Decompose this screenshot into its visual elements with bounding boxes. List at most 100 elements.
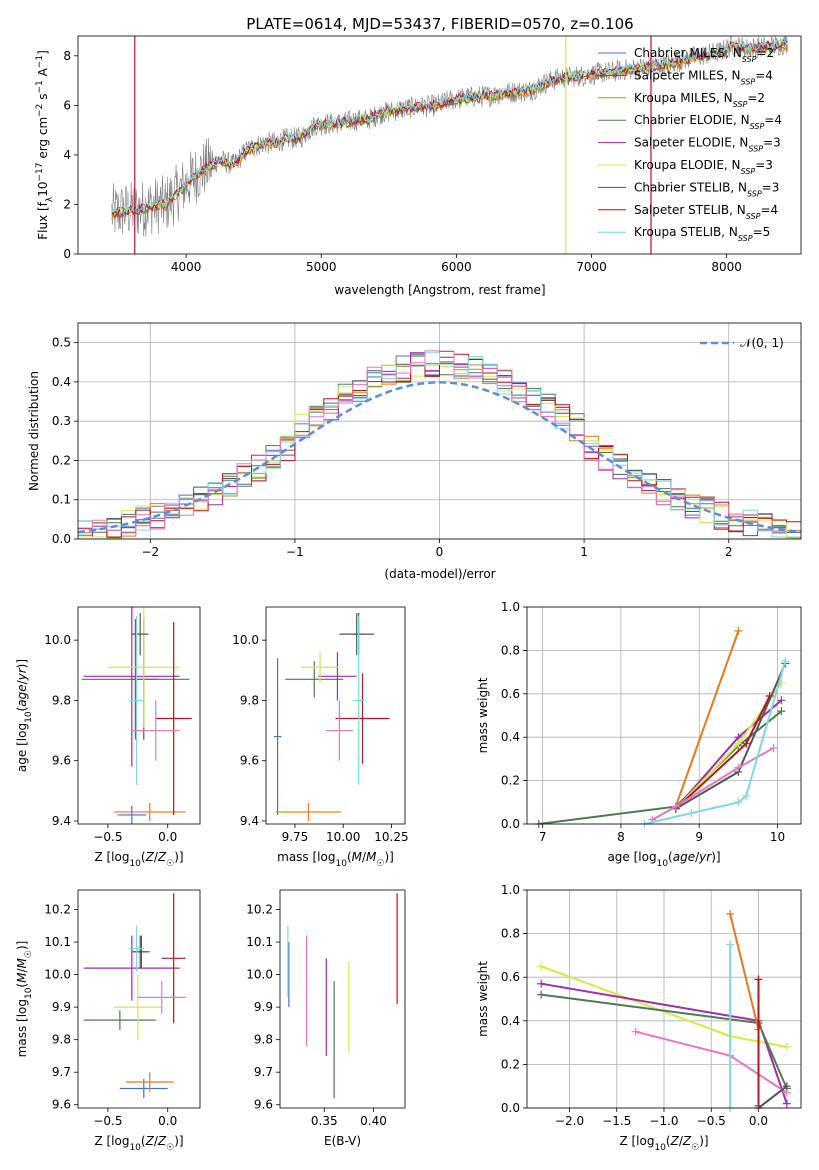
spectrum-legend-label: Kroupa ELODIE, NSSP=3 xyxy=(634,158,773,176)
spectrum-legend-label: Kroupa STELIB, NSSP=5 xyxy=(634,225,770,243)
age_vs_weight-ytick-label: 0.6 xyxy=(501,687,520,701)
z_vs_weight-point-marker xyxy=(754,975,763,984)
mass_vs_age-ytick-label: 9.4 xyxy=(240,814,259,828)
normal-legend-label: 𝒩(0, 1) xyxy=(740,336,784,350)
spectrum-ylabel: Flux [fλ10−17 erg cm−2 s−1 A−1] xyxy=(35,50,55,240)
residuals-ytick-label: 0.1 xyxy=(52,493,71,507)
z_vs_weight-series-line xyxy=(757,1085,788,1108)
z_vs_weight-point-marker xyxy=(782,1099,791,1108)
spectrum-xtick-label: 7000 xyxy=(576,260,607,274)
age_vs_weight-point-marker xyxy=(687,809,696,818)
mass_vs_age-xtick-label: 10.00 xyxy=(326,830,360,844)
z_vs_mass-ylabel: mass [log10(M/M☉)] xyxy=(15,941,34,1058)
spectrum-xlabel: wavelength [Angstrom, rest frame] xyxy=(334,283,545,297)
z_vs_mass-ytick-label: 10.1 xyxy=(44,935,71,949)
age_vs_weight-xlabel: age [log10(age/yr)] xyxy=(607,850,720,869)
spectrum-ytick-label: 2 xyxy=(63,197,71,211)
z_vs_weight-ylabel: mass weight xyxy=(476,961,490,1037)
z_vs_mass-axes xyxy=(74,909,169,1112)
age_vs_weight-series-line xyxy=(674,630,740,807)
age_vs_weight-frame xyxy=(526,606,802,825)
ebv_vs_mass-ytick-label: 9.9 xyxy=(254,1000,273,1014)
age_vs_weight-point-marker xyxy=(671,802,680,811)
spectrum-xtick-label: 5000 xyxy=(306,260,337,274)
age_vs_weight-point-marker xyxy=(781,657,790,666)
spectrum-legend-label: Chabrier MILES, NSSP=2 xyxy=(634,46,774,64)
spectrum-legend-label: Salpeter ELODIE, NSSP=3 xyxy=(634,136,781,154)
age_vs_weight-ytick-label: 0.4 xyxy=(501,730,520,744)
residuals-xtick-label: 0 xyxy=(436,545,444,559)
spectrum-legend-label: Kroupa MILES, NSSP=2 xyxy=(634,91,765,109)
mass_vs_age-xtick-label: 10.25 xyxy=(374,830,408,844)
z_vs_weight-frame xyxy=(526,889,802,1109)
z_vs_age-ylabel: age [log10(age/yr)] xyxy=(15,659,34,772)
age_vs_weight-xtick-label: 10 xyxy=(770,830,785,844)
spectrum-xtick-label: 6000 xyxy=(441,260,472,274)
z_vs_weight-ytick-label: 0.4 xyxy=(501,1014,520,1028)
age_vs_weight-ytick-label: 0.2 xyxy=(501,774,520,788)
spectrum-xtick-label: 4000 xyxy=(171,260,202,274)
mass_vs_age-xtick-label: 9.75 xyxy=(282,830,309,844)
z_vs_weight-xtick-label: −2.0 xyxy=(555,1114,584,1128)
spectrum-axes xyxy=(74,55,728,258)
z_vs_age-xlabel: Z [log10(Z/Z☉)] xyxy=(94,850,183,869)
z_vs_age-axes xyxy=(74,639,169,828)
age_vs_weight-point-marker xyxy=(769,744,778,753)
z_vs_weight-xtick-label: −1.5 xyxy=(602,1114,631,1128)
residuals-xtick-label: −2 xyxy=(141,545,159,559)
ebv_vs_mass-xlabel: E(B-V) xyxy=(324,1134,361,1148)
spectrum-model-line xyxy=(111,37,788,214)
age_vs_weight-point-marker xyxy=(734,763,743,772)
age_vs_weight-series-line xyxy=(538,710,783,824)
residuals-ytick-label: 0.4 xyxy=(52,375,71,389)
residuals-ytick-label: 0.5 xyxy=(52,336,71,350)
z_vs_age-xtick-label: 0.0 xyxy=(158,830,177,844)
z_vs_weight-point-marker xyxy=(726,940,735,949)
z_vs_weight-ytick-label: 0.6 xyxy=(501,970,520,984)
z_vs_mass-ytick-label: 9.8 xyxy=(52,1033,71,1047)
mass_vs_age-axes xyxy=(262,639,392,828)
mass_vs_age-ytick-label: 10.0 xyxy=(232,633,259,647)
z_vs_age-frame xyxy=(77,606,201,825)
spectrum-legend-label: Salpeter STELIB, NSSP=4 xyxy=(634,203,778,221)
spectrum-legend-label: Chabrier STELIB, NSSP=3 xyxy=(634,180,779,198)
ebv_vs_mass-axes xyxy=(276,909,374,1112)
z_vs_weight-xlabel: Z [log10(Z/Z☉)] xyxy=(619,1134,708,1153)
z_vs_weight-point-marker xyxy=(537,990,546,999)
age_vs_weight-ylabel: mass weight xyxy=(476,677,490,753)
age_vs_weight-series-line xyxy=(651,747,775,821)
z_vs_weight-point-marker xyxy=(726,909,735,918)
z_vs_weight-series-line xyxy=(729,913,760,1030)
residuals-xtick-label: 2 xyxy=(725,545,733,559)
z_vs_weight-point-marker xyxy=(782,1042,791,1051)
age_vs_weight-ytick-label: 0.8 xyxy=(501,643,520,657)
residuals-ytick-label: 0.0 xyxy=(52,532,71,546)
z_vs_age-ytick-label: 9.6 xyxy=(52,754,71,768)
normal-curve-line xyxy=(78,381,801,534)
spectrum-ytick-label: 8 xyxy=(63,49,71,63)
residuals-ytick-label: 0.3 xyxy=(52,414,71,428)
ebv_vs_mass-ytick-label: 10.2 xyxy=(246,903,273,917)
spectrum-legend-label: Salpeter MILES, NSSP=4 xyxy=(634,68,773,86)
mass_vs_age-ytick-label: 9.6 xyxy=(240,754,259,768)
z_vs_weight-point-marker xyxy=(537,962,546,971)
ebv_vs_mass-frame xyxy=(279,889,406,1109)
z_vs_mass-xlabel: Z [log10(Z/Z☉)] xyxy=(94,1134,183,1153)
residuals-axes xyxy=(74,323,801,543)
z_vs_age-xtick-label: −0.5 xyxy=(93,830,122,844)
z_vs_weight-point-marker xyxy=(782,1082,791,1091)
z_vs_weight-ytick-label: 0.2 xyxy=(501,1057,520,1071)
z_vs_weight-ytick-label: 0.8 xyxy=(501,927,520,941)
z_vs_weight-point-marker xyxy=(537,979,546,988)
z_vs_age-ytick-label: 9.8 xyxy=(52,693,71,707)
spectrum-xtick-label: 8000 xyxy=(711,260,742,274)
ebv_vs_mass-xtick-label: 0.40 xyxy=(360,1114,387,1128)
z_vs_mass-ytick-label: 9.6 xyxy=(52,1098,71,1112)
mass_vs_age-frame xyxy=(265,606,406,825)
z_vs_weight-ytick-label: 1.0 xyxy=(501,883,520,897)
z_vs_weight-point-marker xyxy=(631,1027,640,1036)
ebv_vs_mass-ytick-label: 10.1 xyxy=(246,935,273,949)
residuals-xlabel: (data-model)/error xyxy=(384,567,495,581)
residuals-ylabel: Normed distribution xyxy=(27,371,41,491)
